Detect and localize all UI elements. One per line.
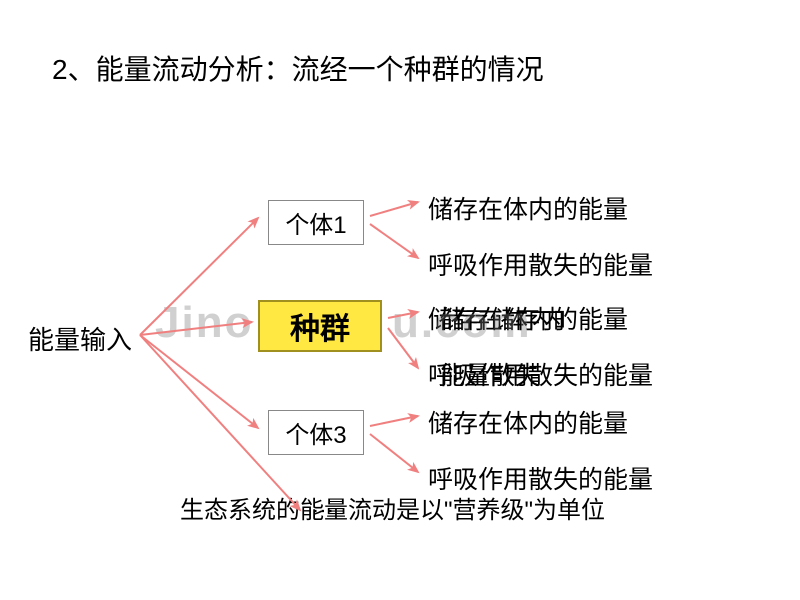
bottom-caption: 生态系统的能量流动是以"营养级"为单位 [180, 490, 605, 525]
output-stored-1: 储存在体内的能量 [428, 190, 628, 226]
node-individual-3: 个体3 [268, 410, 364, 455]
node-individual-1: 个体1 [268, 200, 364, 245]
node-label: 个体3 [285, 422, 346, 449]
overlap-text-2b: 能量散失 [440, 356, 540, 392]
output-stored-3: 储存在体内的能量 [428, 404, 628, 440]
slide-title: 2、能量流动分析：流经一个种群的情况 [52, 48, 544, 88]
vertical-ellipsis: ⋮ [310, 500, 336, 518]
input-label: 能量输入 [28, 320, 132, 357]
node-population: 种群 [258, 300, 382, 352]
output-respiration-1: 呼吸作用散失的能量 [428, 246, 653, 282]
overlap-text-2a: 储存储存内 [440, 300, 565, 336]
node-label: 个体1 [285, 212, 346, 239]
node-label: 种群 [290, 313, 350, 346]
watermark-left: Jino [155, 298, 253, 348]
